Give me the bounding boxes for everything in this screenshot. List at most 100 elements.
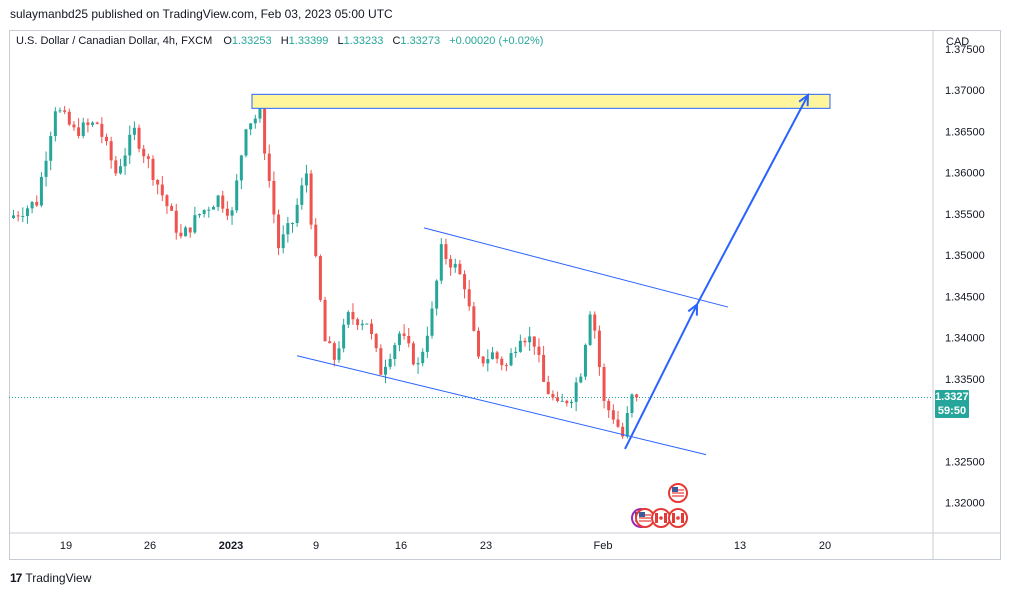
candle-body — [532, 336, 536, 347]
candle — [91, 121, 95, 128]
candle-body — [556, 397, 560, 401]
candle — [360, 319, 364, 331]
candle — [12, 209, 15, 220]
candle-body — [267, 153, 271, 181]
candle — [193, 206, 197, 234]
candle-body — [477, 330, 480, 357]
candle — [560, 393, 564, 402]
candle — [430, 301, 434, 339]
candle — [532, 336, 536, 355]
candle-body — [514, 351, 518, 354]
candle-body — [351, 312, 355, 320]
symbol-legend[interactable]: U.S. Dollar / Canadian Dollar, 4h, FXCM … — [16, 35, 549, 47]
candle-body — [630, 394, 634, 413]
candle-body — [416, 363, 420, 365]
candle — [132, 121, 136, 141]
candle-body — [481, 356, 485, 364]
candle — [542, 345, 546, 383]
candle — [277, 209, 281, 256]
price-axis[interactable]: 1.37500 1.37000 1.36500 1.36000 1.35500 1.350… — [945, 44, 985, 510]
candle — [100, 117, 104, 144]
candle-body — [384, 366, 387, 375]
candle — [309, 169, 313, 230]
candle-body — [249, 123, 253, 130]
price-tick-0: 1.37500 — [945, 44, 985, 56]
candle — [30, 201, 34, 214]
footer-branding[interactable]: 17 TradingView — [10, 571, 91, 585]
candle — [630, 393, 634, 418]
us-event-flag-icon[interactable] — [668, 483, 688, 503]
ca-event-flag-2-icon[interactable] — [668, 508, 688, 528]
price-tick-8: 1.33500 — [945, 374, 985, 386]
candle-body — [239, 155, 243, 181]
candle-body — [328, 341, 332, 344]
time-axis[interactable]: 19 26 2023 9 16 23 Feb 13 20 — [60, 540, 831, 552]
candle-body — [300, 185, 304, 205]
candle — [239, 154, 243, 190]
candle — [291, 222, 294, 233]
candle-body — [86, 122, 90, 125]
candle — [625, 406, 629, 439]
projection-arrow[interactable] — [624, 94, 809, 450]
candle — [21, 207, 25, 223]
candle-body — [374, 333, 378, 349]
upper-channel-line[interactable] — [423, 227, 729, 308]
resistance-zone[interactable] — [251, 93, 831, 109]
candle-body — [537, 346, 541, 355]
candle — [379, 344, 383, 375]
candle — [25, 205, 29, 224]
candle-body — [444, 244, 448, 259]
candle-body — [137, 127, 141, 149]
candle — [509, 348, 513, 367]
candle — [165, 194, 169, 214]
time-tick-3: 9 — [313, 540, 319, 552]
drawings-layer — [251, 93, 831, 456]
candle-body — [109, 141, 113, 161]
candle — [351, 303, 355, 325]
candle-body — [565, 400, 569, 404]
candle — [458, 260, 462, 275]
ca-event-flag-icon[interactable] — [651, 508, 671, 528]
candle-body — [583, 344, 587, 377]
candle-body — [160, 184, 164, 196]
candle-body — [258, 108, 262, 119]
lower-channel-line[interactable] — [296, 355, 707, 456]
candle — [449, 255, 453, 276]
candle — [63, 105, 67, 115]
candle — [611, 404, 615, 424]
candle — [160, 175, 164, 202]
candle-body — [407, 335, 411, 344]
candle-body — [611, 410, 615, 420]
candle-body — [165, 195, 169, 207]
candle — [365, 323, 369, 325]
candle-body — [118, 166, 122, 174]
time-tick-4: 16 — [395, 540, 407, 552]
candle-body — [132, 127, 136, 135]
candle — [546, 375, 550, 395]
candle-body — [16, 215, 20, 217]
time-tick-5: 23 — [480, 540, 492, 552]
candle-body — [211, 206, 215, 210]
candle — [170, 203, 174, 211]
candle-body — [174, 210, 178, 233]
change-value: +0.00020 (+0.02%) — [449, 35, 544, 47]
candle — [81, 117, 85, 139]
candle-body — [504, 365, 508, 367]
price-tick-10: 1.32000 — [945, 497, 985, 509]
candle — [323, 296, 327, 342]
symbol-name[interactable]: U.S. Dollar / Canadian Dollar, 4h, FXCM — [16, 35, 213, 47]
open-label: O — [223, 35, 232, 47]
candle — [137, 124, 141, 153]
candle-body — [574, 382, 578, 402]
candle-body — [142, 148, 146, 157]
candle — [67, 108, 71, 127]
candle — [142, 144, 146, 164]
candle — [114, 156, 118, 176]
candle — [556, 391, 560, 403]
candle — [518, 334, 522, 353]
candle — [230, 206, 234, 225]
candle-body — [81, 122, 85, 137]
arrowhead-end-icon — [798, 93, 810, 107]
close-label: C — [392, 35, 401, 47]
